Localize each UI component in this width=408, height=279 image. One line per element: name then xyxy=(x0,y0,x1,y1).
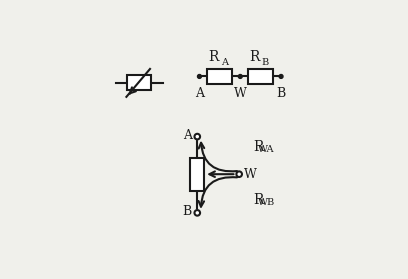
Text: R: R xyxy=(208,50,219,64)
FancyBboxPatch shape xyxy=(248,69,273,84)
Text: R: R xyxy=(249,50,260,64)
Circle shape xyxy=(238,74,242,78)
FancyBboxPatch shape xyxy=(127,75,151,90)
Text: A: A xyxy=(221,57,228,67)
Text: WB: WB xyxy=(258,198,275,207)
Text: R: R xyxy=(253,193,264,207)
Circle shape xyxy=(236,171,242,177)
Text: A: A xyxy=(183,129,192,142)
FancyBboxPatch shape xyxy=(190,158,204,191)
Text: W: W xyxy=(234,87,247,100)
Circle shape xyxy=(279,74,283,78)
Circle shape xyxy=(197,74,202,78)
Text: B: B xyxy=(262,57,269,67)
FancyBboxPatch shape xyxy=(208,69,232,84)
Circle shape xyxy=(195,210,200,216)
Text: B: B xyxy=(277,87,286,100)
Text: A: A xyxy=(195,87,204,100)
Circle shape xyxy=(195,134,200,140)
Text: WA: WA xyxy=(258,145,274,154)
Text: B: B xyxy=(183,205,192,218)
Text: R: R xyxy=(253,140,264,154)
Text: W: W xyxy=(244,168,257,181)
